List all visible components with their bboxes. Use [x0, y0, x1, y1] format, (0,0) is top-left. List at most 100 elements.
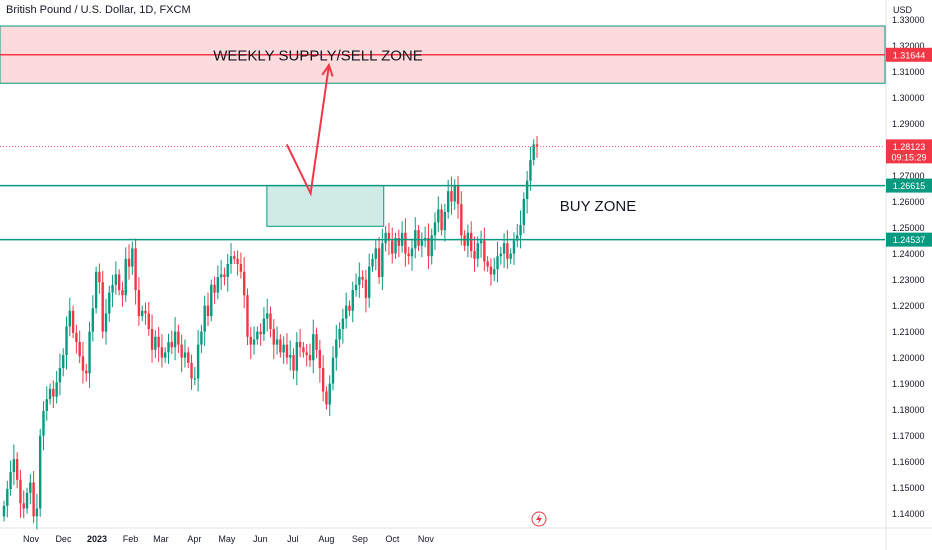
candle-body	[496, 256, 499, 270]
candle-body	[55, 382, 58, 397]
candle-body	[134, 248, 137, 291]
candle-body	[180, 344, 183, 358]
level-price-badge	[886, 47, 932, 62]
candle-body	[154, 336, 157, 350]
candle-body	[94, 271, 98, 309]
x-tick-label: Sep	[352, 534, 368, 544]
candle-body	[200, 331, 203, 345]
candle-body	[104, 313, 108, 332]
y-tick-label: 1.21000	[892, 327, 925, 337]
y-tick-label: 1.31000	[892, 67, 925, 77]
candle-body	[522, 198, 526, 225]
candle-body	[469, 232, 473, 251]
candle-body	[216, 277, 220, 293]
candle-body	[226, 264, 229, 278]
candle-body	[78, 342, 81, 357]
candle-body	[525, 180, 529, 199]
countdown-label: 09:15:29	[891, 152, 926, 162]
candle-body	[417, 230, 420, 246]
level-price-label: 1.31644	[893, 50, 926, 60]
candle-body	[338, 329, 341, 340]
candle-body	[331, 357, 335, 384]
candle-body	[213, 284, 216, 293]
candle-body	[328, 383, 331, 405]
candle-body	[321, 368, 325, 392]
candle-body	[298, 342, 302, 348]
candle-body	[160, 347, 164, 358]
candle-body	[397, 237, 401, 246]
candle-body	[183, 352, 187, 358]
candle-body	[394, 237, 397, 254]
candle-body	[368, 266, 371, 298]
candle-body	[384, 232, 387, 244]
candle-body	[111, 284, 114, 293]
candle-body	[164, 352, 167, 358]
level-price-badge	[886, 232, 932, 247]
y-tick-label: 1.20000	[892, 353, 925, 363]
candle-body	[71, 310, 75, 333]
candle-body	[81, 356, 85, 371]
candle-body	[407, 253, 410, 257]
supply-zone-label: WEEKLY SUPPLY/SELL ZONE	[213, 48, 423, 65]
candle-body	[351, 290, 354, 311]
candle-body	[341, 318, 345, 330]
candle-body	[127, 258, 131, 267]
candle-body	[42, 410, 45, 436]
candle-body	[509, 253, 512, 259]
buy-zone[interactable]	[266, 184, 385, 227]
candle-body	[157, 336, 160, 348]
candle-body	[206, 305, 210, 317]
y-tick-label: 1.32000	[892, 41, 925, 51]
candle-body	[252, 339, 256, 345]
candle-body	[440, 209, 443, 231]
x-tick-label: Feb	[123, 534, 139, 544]
candle-body	[473, 250, 476, 259]
candle-body	[374, 248, 377, 259]
candle-body	[229, 256, 233, 264]
candle-body	[193, 378, 197, 380]
candle-body	[272, 329, 275, 345]
candle-body	[170, 342, 173, 348]
y-tick-label: 1.24000	[892, 249, 925, 259]
candle-body	[289, 355, 292, 358]
candle-body	[430, 235, 433, 257]
candle-body	[65, 326, 68, 356]
candle-body	[236, 258, 239, 264]
candle-body	[167, 342, 170, 353]
candle-body	[196, 344, 200, 379]
candle-body	[9, 472, 12, 489]
candle-body	[292, 355, 295, 371]
candle-body	[35, 508, 39, 517]
candle-body	[308, 355, 312, 361]
candle-body	[144, 310, 147, 314]
candle-body	[302, 347, 305, 353]
candle-body	[404, 232, 407, 254]
x-tick-label: Nov	[418, 534, 435, 544]
candle-body	[173, 331, 177, 348]
candle-body	[233, 256, 236, 259]
candle-body	[177, 331, 180, 345]
y-tick-label: 1.14000	[892, 509, 925, 519]
candle-body	[450, 191, 453, 202]
candle-body	[348, 305, 351, 311]
candle-body	[325, 391, 328, 405]
level-price-label: 1.24537	[893, 235, 926, 245]
candle-body	[506, 243, 509, 259]
candle-body	[499, 253, 503, 257]
candle-body	[476, 243, 479, 259]
candle-body	[22, 503, 25, 509]
candle-body	[147, 313, 150, 330]
candle-body	[535, 144, 539, 147]
candle-body	[6, 488, 9, 506]
y-tick-label: 1.16000	[892, 457, 925, 467]
candle-body	[124, 258, 127, 296]
projection-path[interactable]	[285, 64, 330, 197]
candle-body	[282, 344, 285, 353]
x-tick-label: Nov	[23, 534, 40, 544]
candle-body	[137, 290, 141, 317]
candle-body	[223, 274, 226, 278]
x-tick-label: Apr	[187, 534, 201, 544]
y-tick-label: 1.17000	[892, 431, 925, 441]
candle-body	[68, 310, 72, 327]
